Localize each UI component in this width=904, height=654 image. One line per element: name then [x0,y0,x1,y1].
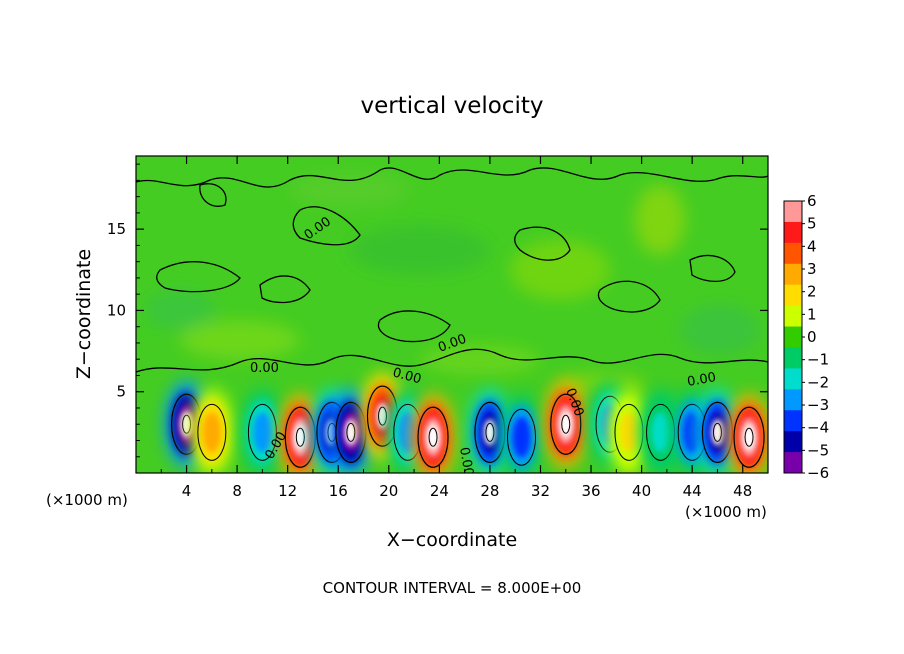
colorbar-swatch [784,242,802,265]
colorbar-swatch [784,410,802,432]
velocity-cell [189,388,234,473]
x-tick-label: 20 [379,482,398,500]
velocity-cell [328,388,373,473]
heatmap-field: 0.00 0.00 0.00 0.00 0.00 0.00 0.00 0.00 [136,156,768,477]
colorbar-label: −5 [807,441,829,459]
colorbar-label: −1 [807,351,829,369]
contour-label: 0.00 [250,361,279,376]
y-axis: 5 10 15 [107,163,768,458]
colorbar-label: 0 [807,328,817,346]
contour-label: 0.00 [686,370,717,390]
contour-line [514,226,571,261]
velocity-cell [638,388,683,473]
colorbar-swatch [784,263,802,286]
contour-label: 0.00 [456,446,476,477]
y-tick-label: 10 [107,301,126,319]
contour-line [292,206,361,246]
y-tick-label: 5 [116,383,126,401]
colorbar-swatch [784,389,802,411]
x-tick-label: 16 [329,482,348,500]
contour-line [597,280,661,313]
colorbar-swatch [784,201,802,223]
contour-line [156,261,241,293]
x-tick-label: 4 [182,482,192,500]
colorbar-label: 6 [807,192,817,210]
colorbar-label: −4 [807,419,829,437]
velocity-cell [411,393,456,473]
velocity-cell [499,393,544,473]
x-tick-label: 24 [430,482,449,500]
x-tick-label: 28 [480,482,499,500]
colorbar-label: 5 [807,215,817,233]
x-tick-label: 36 [581,482,600,500]
colorbar-swatch [784,431,802,453]
velocity-cell [727,393,768,473]
x-tick-label: 32 [531,482,550,500]
contour-line [377,310,451,343]
colorbar: 6 5 4 3 2 1 0 −1 −2 −3 −4 −5 −6 [783,192,829,482]
x-unit-left: (×1000 m) [46,491,128,509]
x-tick-label: 12 [278,482,297,500]
colorbar-swatch [784,305,802,328]
colorbar-label: −3 [807,396,829,414]
velocity-cell [240,388,285,473]
x-tick-label: 40 [632,482,651,500]
x-axis: 4 8 12 16 20 24 28 32 36 40 44 48 [160,156,752,500]
y-axis-label: Z−coordinate [73,249,95,379]
colorbar-label: −2 [807,373,829,391]
x-axis-label: X−coordinate [387,529,517,551]
colorbar-swatch [784,284,802,307]
colorbar-label: 1 [807,305,817,323]
contour-line [199,183,227,207]
colorbar-swatch [784,452,802,474]
velocity-cell [606,388,651,473]
colorbar-label: 2 [807,283,817,301]
colorbar-label: −6 [807,464,829,482]
colorbar-swatch [784,221,802,244]
velocity-cell [543,380,588,469]
x-unit-right: (×1000 m) [685,503,767,521]
x-tick-label: 44 [683,482,702,500]
contour-lines [136,167,768,373]
x-tick-label: 48 [733,482,752,500]
y-tick-label: 15 [107,220,126,238]
chart-title: vertical velocity [361,93,544,119]
plot-frame [135,155,769,474]
colorbar-label: 4 [807,237,817,255]
colorbar-label: 3 [807,260,817,278]
colorbar-swatch [784,368,802,390]
contour-line [136,348,768,373]
contour-interval-note: CONTOUR INTERVAL = 8.000E+00 [323,579,582,597]
x-tick-label: 8 [232,482,242,500]
contour-line [259,275,311,304]
contour-line [689,255,736,283]
colorbar-swatch [784,347,802,369]
contour-label: 0.00 [391,365,423,387]
colorbar-swatch [784,326,802,348]
contour-line [136,167,768,188]
